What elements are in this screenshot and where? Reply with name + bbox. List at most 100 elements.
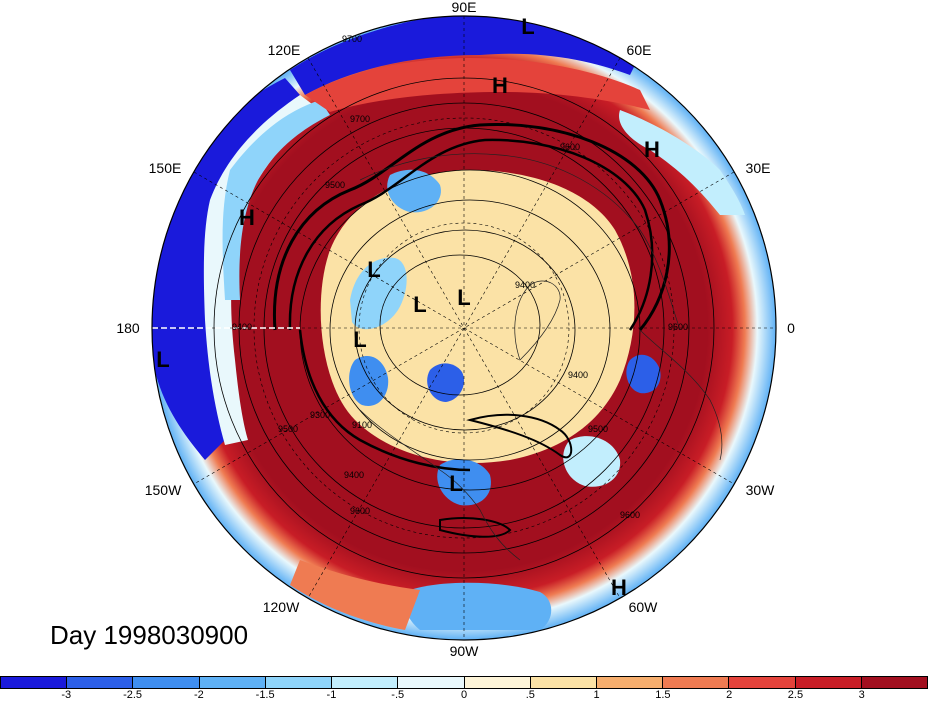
anomaly-blue-center-1 — [350, 257, 407, 330]
map-border — [151, 15, 777, 641]
map-disk — [152, 16, 776, 640]
pressure-center-low: L — [353, 327, 367, 352]
meridian-120 — [307, 57, 621, 599]
pressure-center-low: L — [457, 285, 471, 310]
colorbar-tick-label: 3 — [858, 689, 865, 701]
colorbar-tick-label: 2 — [726, 689, 733, 701]
pressure-center-low: L — [449, 471, 463, 496]
anomaly-blue-south — [437, 459, 491, 506]
anomaly-blue-north — [290, 16, 640, 95]
colorbar-box — [530, 677, 597, 688]
colorbar-tick-label: 2.5 — [787, 689, 804, 701]
jet-contours — [272, 122, 671, 538]
colorbar-box — [663, 677, 730, 688]
colorbar-tick-label: -3 — [61, 689, 72, 701]
colorbar-tick-label: -2 — [193, 689, 204, 701]
lon-label-90e: 90E — [451, 0, 477, 15]
colorbar-box — [398, 677, 465, 688]
meridian-60 — [307, 57, 621, 599]
pressure-center-high: H — [644, 137, 660, 162]
lon-label-90w: 90W — [449, 643, 479, 659]
anomaly-blue-center-3 — [349, 356, 389, 406]
colorbar-tick-label: -1.5 — [255, 689, 275, 701]
anomaly-paleblue-southeast — [563, 436, 621, 487]
lon-label-60e: 60E — [626, 42, 652, 58]
contour-label: 9400 — [515, 280, 535, 290]
jet-contour-3 — [466, 413, 573, 459]
lon-label-60w: 60W — [628, 599, 658, 615]
anomaly-white-north — [305, 58, 650, 112]
lon-label-30w: 30W — [745, 482, 775, 498]
contour-label: 9600 — [560, 142, 580, 152]
contour-label: 9400 — [232, 322, 252, 332]
day-label: Day 1998030900 — [50, 620, 249, 650]
pressure-center-low: L — [156, 347, 170, 372]
colorbar-box — [1, 677, 68, 688]
pressure-center-high: H — [239, 205, 255, 230]
colorbar-box — [67, 677, 134, 688]
pressure-center-low: L — [367, 257, 381, 282]
contour-label: 9700 — [350, 114, 370, 124]
contour-label: 9300 — [310, 410, 330, 420]
anomaly-inner-light — [320, 169, 635, 464]
anomaly-blue-east — [626, 354, 661, 394]
contour-label: 9500 — [325, 180, 345, 190]
jet-contour-4 — [439, 517, 512, 538]
lon-label-120e: 120E — [267, 42, 301, 58]
pressure-center-high: H — [492, 73, 508, 98]
colorbar-tick-label: 1.5 — [655, 689, 671, 701]
contour-label: 9600 — [620, 510, 640, 520]
coastline-greenland — [514, 280, 561, 361]
colorbar-box — [199, 677, 266, 688]
jet-contour-2 — [288, 138, 654, 331]
meridian-150 — [193, 171, 735, 485]
anomaly-paleblue-northeast — [619, 110, 745, 215]
lon-label-120w: 120W — [262, 599, 300, 615]
contour-9100 — [379, 254, 541, 396]
coastline-eurasia — [359, 153, 681, 331]
lon-label-150w: 150W — [144, 482, 182, 498]
colorbar-box — [596, 677, 664, 688]
coastlines — [359, 153, 723, 561]
contour-label: 9400 — [344, 470, 364, 480]
pressure-center-high: H — [611, 575, 627, 600]
lon-label-30e: 30E — [745, 160, 771, 176]
anomaly-lightblue-west — [222, 100, 330, 300]
coastline-north-america — [359, 409, 521, 561]
jet-contour-5 — [298, 329, 471, 472]
colorbar-box — [265, 677, 333, 688]
colorbar — [0, 676, 928, 689]
contour-9300 — [329, 199, 611, 461]
jet-contour-1 — [272, 122, 671, 331]
contour-label: 9400 — [568, 370, 588, 380]
anomaly-orange-south — [290, 560, 420, 630]
colorbar-tick-label: 0 — [460, 689, 468, 701]
coastline-europe — [639, 329, 723, 461]
lon-label-150e: 150E — [148, 160, 182, 176]
anomaly-blue-southern-edge — [404, 582, 552, 630]
colorbar-box — [133, 677, 200, 688]
graticule — [152, 16, 776, 640]
meridian-30 — [193, 171, 735, 485]
contour-labels: 9700 9700 9600 9500 9400 9300 9100 9400 … — [232, 34, 688, 520]
contour-label: 9600 — [668, 322, 688, 332]
contour-label: 9600 — [350, 506, 370, 516]
contour-label: 9500 — [278, 424, 298, 434]
contour-label: 9100 — [352, 420, 372, 430]
colorbar-tick-label: 1 — [593, 689, 600, 701]
colorbar-box — [729, 677, 796, 688]
lon-label-0: 0 — [787, 320, 795, 336]
pressure-center-low: L — [521, 14, 535, 39]
pressure-center-low: L — [413, 292, 427, 317]
colorbar-box — [332, 677, 399, 688]
colorbar-box — [464, 677, 531, 688]
colorbar-tick-label: .5 — [525, 689, 535, 701]
colorbar-tick-label: -.5 — [391, 689, 405, 701]
colorbar-tick-label: -2.5 — [123, 689, 143, 701]
colorbar-box — [861, 677, 928, 688]
lon-label-180: 180 — [116, 320, 140, 336]
colorbar-box — [795, 677, 862, 688]
contour-label: 9700 — [342, 34, 362, 44]
colorbar-tick-label: -1 — [326, 689, 337, 701]
